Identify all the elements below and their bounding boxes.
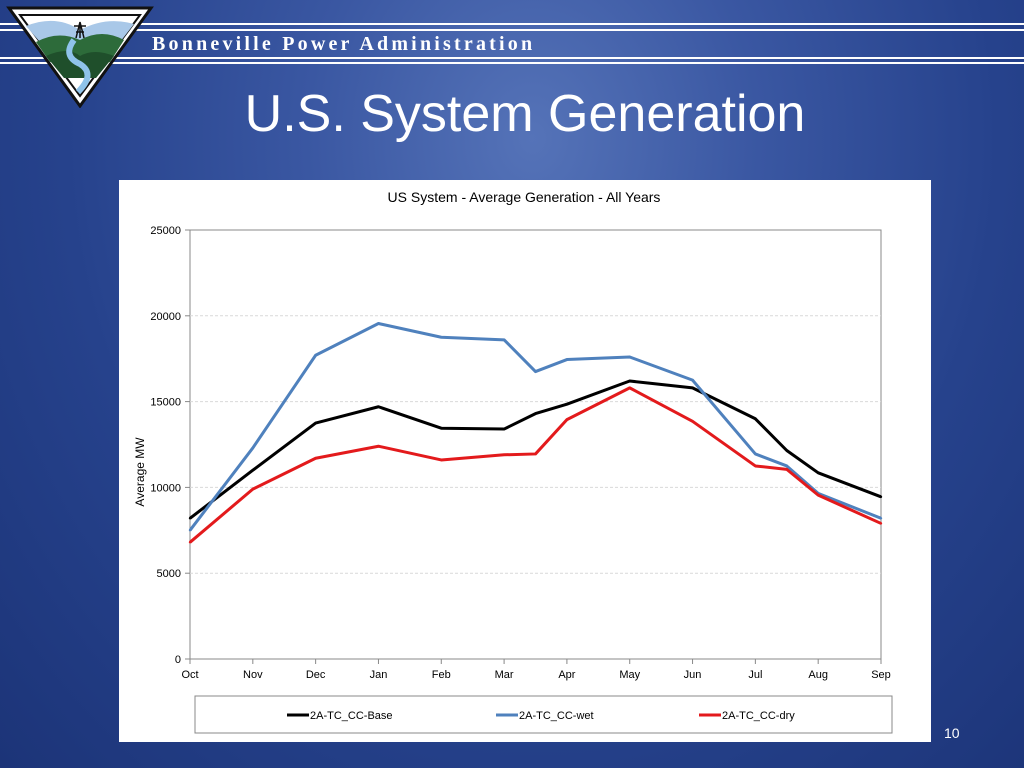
legend-label-1: 2A-TC_CC-wet bbox=[519, 710, 594, 722]
plot-area bbox=[189, 229, 882, 660]
x-tick-label-11: Sep bbox=[871, 669, 891, 681]
x-tick-label-4: Feb bbox=[432, 669, 451, 681]
x-tick-label-1: Nov bbox=[243, 669, 263, 681]
series-1-point-2 bbox=[314, 354, 317, 357]
bpa-logo bbox=[6, 6, 154, 108]
series-0-point-7 bbox=[565, 402, 569, 406]
header-rule-bottom bbox=[0, 62, 1024, 64]
legend-box bbox=[194, 695, 893, 734]
gridlines bbox=[190, 315, 881, 574]
legend-label-2: 2A-TC_CC-dry bbox=[722, 710, 795, 722]
series-1-point-4 bbox=[440, 336, 443, 339]
series-1-point-5 bbox=[502, 338, 506, 342]
chart-title: US System - Average Generation - All Yea… bbox=[388, 189, 661, 205]
series-0-point-11 bbox=[785, 449, 788, 452]
series-0-point-1 bbox=[251, 469, 255, 472]
series-0-point-9 bbox=[691, 386, 694, 390]
y-tick-label-3: 15000 bbox=[150, 397, 181, 409]
x-tick-label-6: Apr bbox=[558, 669, 575, 681]
series-2-point-11 bbox=[785, 468, 788, 471]
y-axis-label: Average MW bbox=[133, 437, 147, 507]
series-0-point-8 bbox=[628, 379, 631, 383]
series-2-point-3 bbox=[377, 445, 380, 448]
chart-panel: US System - Average Generation - All Yea… bbox=[119, 180, 931, 742]
y-tick-label-1: 5000 bbox=[157, 568, 181, 580]
series-1-point-0 bbox=[188, 529, 192, 532]
series-1-point-7 bbox=[565, 358, 569, 361]
x-tick-label-10: Aug bbox=[808, 669, 828, 681]
series-1-point-1 bbox=[251, 446, 255, 450]
series-0-point-4 bbox=[440, 426, 443, 430]
series-0-point-6 bbox=[534, 412, 537, 415]
header-rule-lower bbox=[0, 57, 1024, 59]
x-tick-labels: Oct Nov Dec Jan Feb Mar Apr May Jun Jul Aug Sep bbox=[181, 659, 891, 681]
y-tick-label-5: 25000 bbox=[150, 225, 181, 237]
series-2-point-13 bbox=[879, 522, 883, 525]
series-line-0 bbox=[189, 379, 882, 520]
x-tick-label-8: Jun bbox=[684, 669, 702, 681]
x-tick-label-5: Mar bbox=[495, 669, 514, 681]
series-line-2 bbox=[189, 386, 882, 544]
series-2-point-6 bbox=[534, 452, 537, 456]
line-chart: US System - Average Generation - All Yea… bbox=[133, 189, 893, 734]
series-2-point-1 bbox=[251, 487, 255, 491]
series-2-point-2 bbox=[314, 457, 317, 460]
series-1-point-6 bbox=[534, 370, 537, 373]
header-rule-top bbox=[0, 23, 1024, 25]
series-0-point-0 bbox=[188, 517, 192, 520]
series-2-point-5 bbox=[502, 453, 506, 456]
y-tick-label-4: 20000 bbox=[150, 311, 181, 323]
y-tick-labels: 0 5000 10000 15000 20000 25000 bbox=[150, 225, 190, 666]
series-0-point-5 bbox=[502, 427, 506, 431]
series-0-point-10 bbox=[754, 417, 757, 420]
series-2-point-8 bbox=[628, 386, 631, 390]
series-1-point-8 bbox=[628, 355, 631, 359]
series-2-point-9 bbox=[691, 420, 694, 423]
series-1-point-9 bbox=[691, 378, 694, 382]
series-2-point-7 bbox=[565, 418, 569, 421]
x-tick-label-3: Jan bbox=[370, 669, 388, 681]
series-1-point-3 bbox=[377, 322, 380, 325]
series-0-point-13 bbox=[879, 495, 883, 499]
series-0-point-12 bbox=[816, 471, 820, 475]
series-2-point-4 bbox=[440, 458, 443, 462]
series-line-1 bbox=[188, 322, 882, 532]
page-number: 10 bbox=[944, 725, 960, 741]
legend: 2A-TC_CC-Base 2A-TC_CC-wet 2A-TC_CC-dry bbox=[287, 710, 795, 722]
x-tick-label-2: Dec bbox=[306, 669, 326, 681]
series-2-point-10 bbox=[754, 464, 757, 468]
series-1-point-10 bbox=[754, 452, 757, 456]
x-tick-label-0: Oct bbox=[181, 669, 198, 681]
series-1-point-13 bbox=[879, 517, 883, 520]
series-2-point-0 bbox=[188, 541, 192, 544]
series-2-point-12 bbox=[816, 493, 820, 497]
series-0-point-2 bbox=[314, 421, 317, 425]
header-rule-upper bbox=[0, 29, 1024, 31]
y-tick-label-0: 0 bbox=[175, 654, 181, 666]
x-tick-label-9: Jul bbox=[748, 669, 762, 681]
legend-label-0: 2A-TC_CC-Base bbox=[310, 710, 393, 722]
series-1-point-11 bbox=[785, 464, 788, 468]
series-lines bbox=[188, 322, 883, 544]
org-name: Bonneville Power Administration bbox=[152, 33, 536, 55]
slide-title: U.S. System Generation bbox=[244, 85, 806, 143]
y-tick-label-2: 10000 bbox=[150, 482, 181, 494]
series-0-point-3 bbox=[377, 405, 380, 408]
x-tick-label-7: May bbox=[619, 669, 640, 681]
